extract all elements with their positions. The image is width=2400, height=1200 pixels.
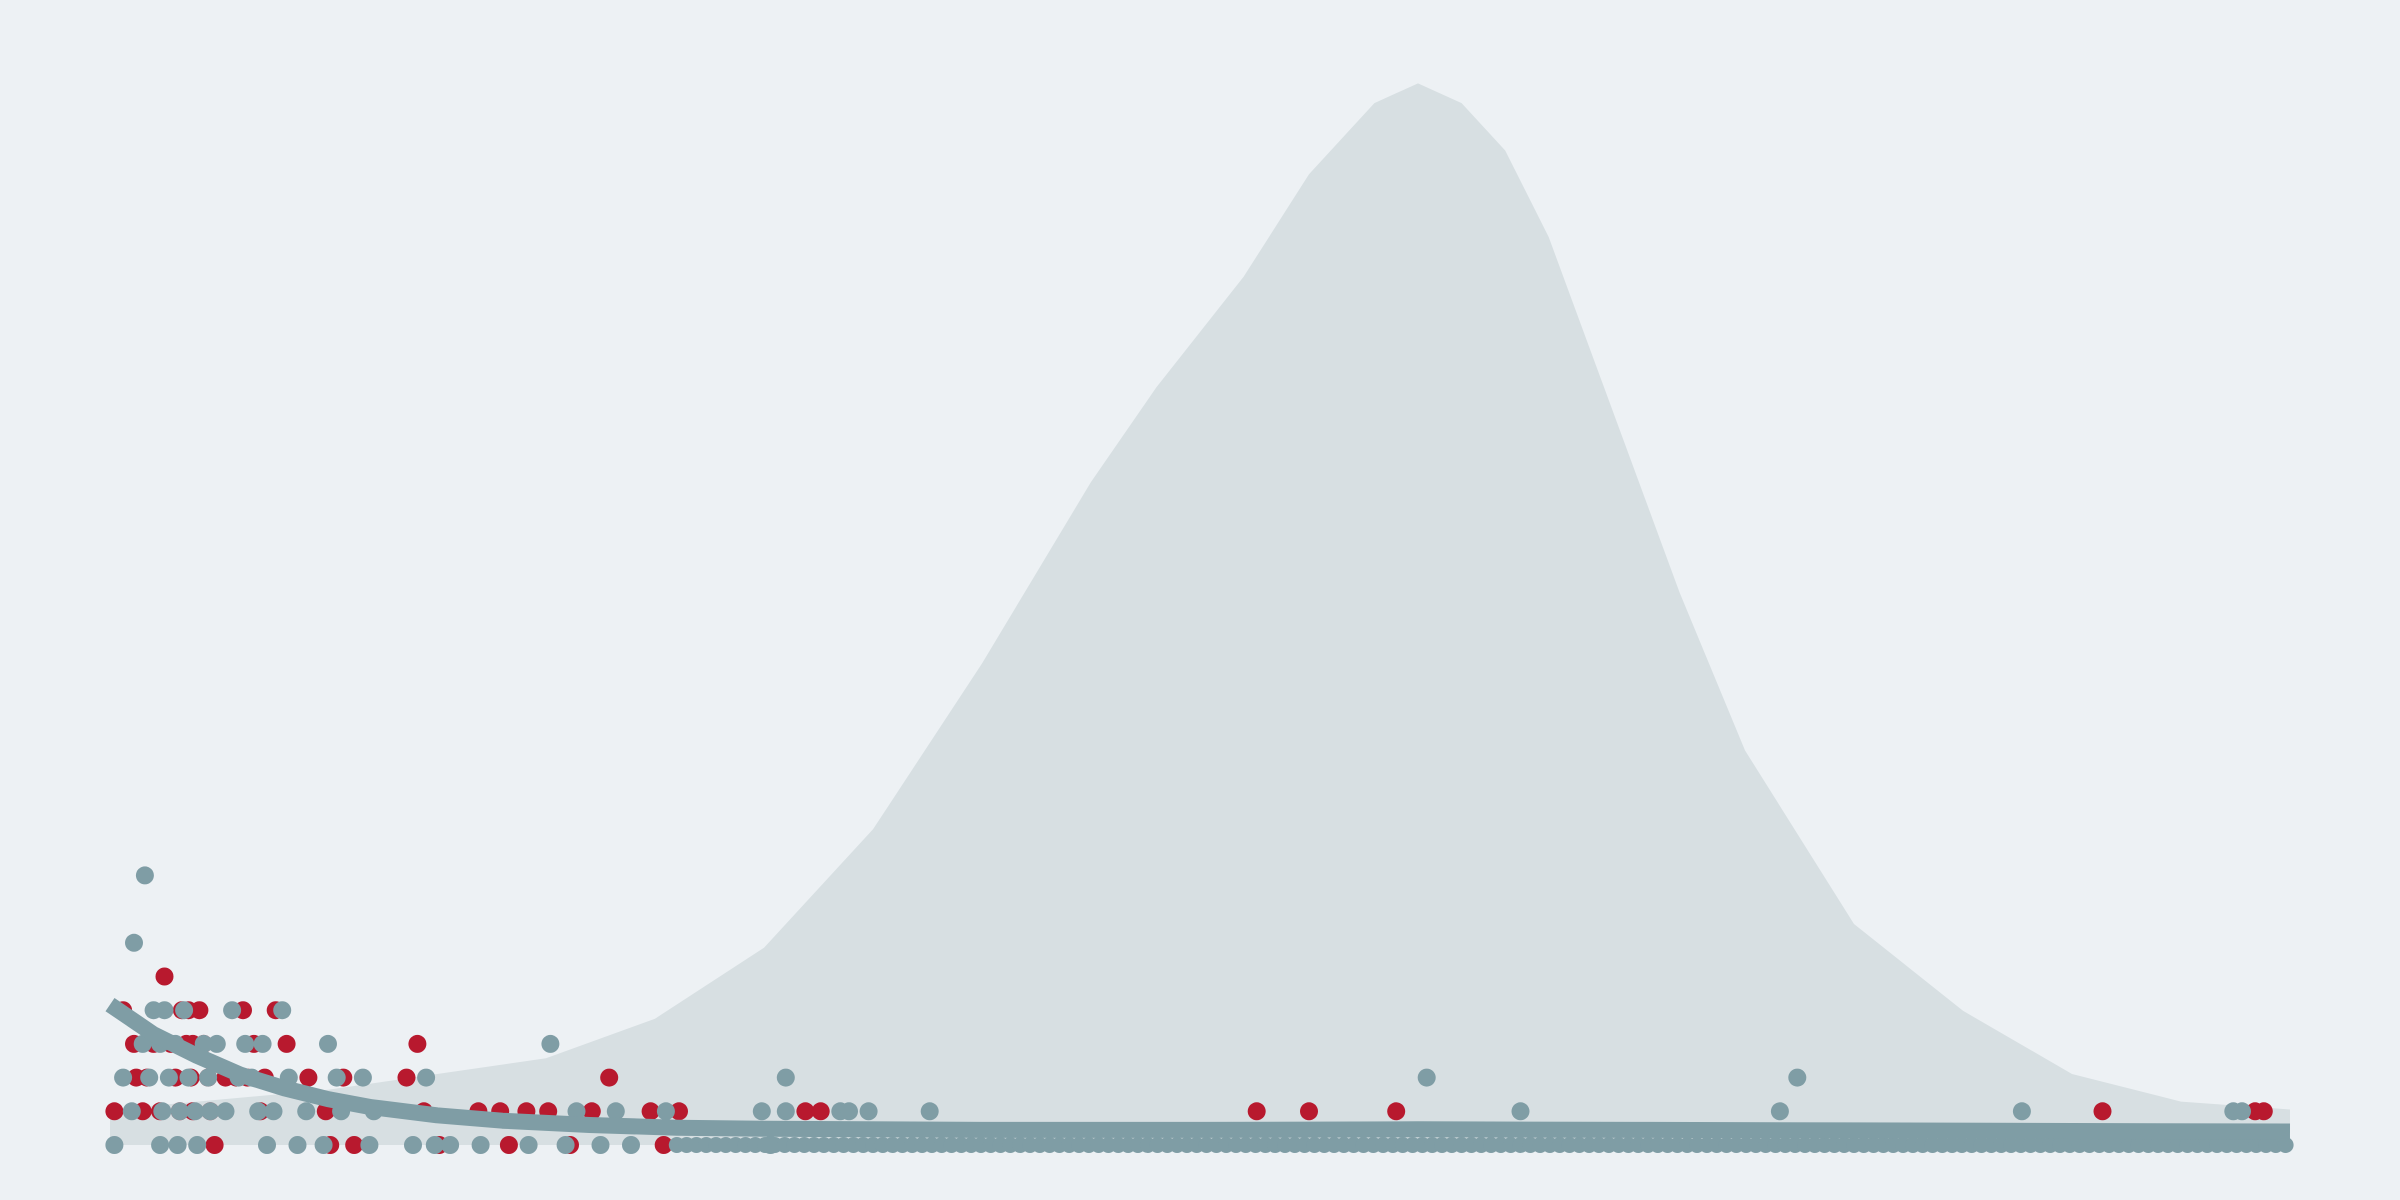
density-layer <box>110 83 2290 1145</box>
scatter-point-series-2 <box>1417 1068 1436 1087</box>
scatter-point-series-2 <box>140 1068 159 1087</box>
scatter-point-series-2 <box>556 1136 575 1154</box>
scatter-point-series-2 <box>125 933 143 952</box>
scatter-point-series-2 <box>591 1136 610 1154</box>
density-area <box>110 83 2290 1145</box>
scatter-point-series-1 <box>670 1102 688 1121</box>
scatter-point-series-1 <box>1387 1102 1406 1121</box>
scatter-point-series-1 <box>397 1068 416 1087</box>
scatter-point-series-1 <box>155 967 174 986</box>
scatter-point-series-1 <box>796 1102 815 1121</box>
scatter-point-series-2 <box>249 1102 268 1121</box>
scatter-point-series-2 <box>567 1102 586 1121</box>
scatter-point-series-2 <box>840 1102 858 1121</box>
scatter-point-series-2 <box>1511 1102 1530 1121</box>
scatter-point-series-2 <box>859 1102 878 1121</box>
scatter-point-series-2 <box>776 1102 795 1121</box>
scatter-point-series-2 <box>656 1102 675 1121</box>
scatter-point-series-1 <box>105 1102 124 1121</box>
scatter-point-series-2 <box>541 1034 560 1053</box>
scatter-point-series-2 <box>297 1102 316 1121</box>
scatter-point-series-2 <box>253 1034 272 1053</box>
scatter-point-series-2 <box>151 1136 170 1154</box>
trend-line <box>105 997 2291 1140</box>
scatter-point-series-1 <box>190 1001 209 1020</box>
scatter-point-series-2 <box>288 1136 307 1154</box>
scatter-point-series-2 <box>170 1102 189 1121</box>
scatter-point-series-2 <box>258 1136 276 1154</box>
scatter-point-series-2 <box>360 1136 379 1154</box>
scatter-point-series-2 <box>606 1102 625 1121</box>
scatter-point-series-1 <box>2254 1102 2273 1121</box>
scatter-point-series-2 <box>2012 1102 2031 1121</box>
scatter-point-series-2 <box>441 1136 460 1154</box>
scatter-point-series-1 <box>499 1136 518 1154</box>
scatter-point-series-2 <box>519 1136 538 1154</box>
scatter-point-series-2 <box>327 1068 346 1087</box>
scatter-point-series-2 <box>425 1136 444 1154</box>
scatter-point-series-2 <box>207 1034 226 1053</box>
scatter-point-series-1 <box>654 1136 673 1154</box>
trend-layer <box>105 997 2291 1140</box>
scatter-point-series-2 <box>135 866 154 885</box>
scatter-point-series-2 <box>175 1001 194 1020</box>
scatter-point-series-2 <box>622 1136 640 1154</box>
scatter-point-series-1 <box>277 1034 296 1053</box>
scatter-point-series-2 <box>216 1102 235 1121</box>
scatter-point-series-1 <box>345 1136 364 1154</box>
scatter-point-series-2 <box>199 1068 218 1087</box>
scatter-point-series-1 <box>600 1068 619 1087</box>
scatter-point-series-2 <box>179 1068 198 1087</box>
scatter-point-series-1 <box>582 1102 601 1121</box>
scatter-point-series-1 <box>1247 1102 1266 1121</box>
scatter-point-baseline <box>2277 1137 2294 1153</box>
scatter-point-series-2 <box>920 1102 939 1121</box>
scatter-point-series-2 <box>188 1136 207 1154</box>
scatter-point-series-2 <box>319 1034 337 1053</box>
scatter-point-series-2 <box>752 1102 771 1121</box>
scatter-point-series-2 <box>776 1068 795 1087</box>
scatter-point-series-2 <box>153 1102 172 1121</box>
scatter-point-series-2 <box>2233 1102 2251 1121</box>
scatter-point-series-1 <box>811 1102 830 1121</box>
scatter-point-series-1 <box>299 1068 318 1087</box>
scatter-point-series-2 <box>264 1102 283 1121</box>
scatter-point-series-2 <box>159 1068 178 1087</box>
scatter-point-series-1 <box>641 1102 660 1121</box>
scatter-point-series-2 <box>236 1034 255 1053</box>
scatter-point-series-1 <box>205 1136 224 1154</box>
scatter-point-series-2 <box>122 1102 141 1121</box>
scatter-point-series-2 <box>404 1136 422 1154</box>
scatter-point-series-2 <box>114 1068 133 1087</box>
scatter-point-series-2 <box>471 1136 490 1154</box>
scatter-point-series-2 <box>168 1136 187 1154</box>
scatter-point-series-2 <box>273 1001 292 1020</box>
scatter-point-series-2 <box>314 1136 333 1154</box>
scatter-point-series-2 <box>1788 1068 1807 1087</box>
scatter-point-series-2 <box>201 1102 220 1121</box>
scatter-point-series-1 <box>408 1034 427 1053</box>
scatter-point-series-1 <box>1300 1102 1318 1121</box>
scatter-point-series-2 <box>186 1102 204 1121</box>
scatter-point-series-2 <box>223 1001 242 1020</box>
scatter-point-series-1 <box>2093 1102 2112 1121</box>
scatter-point-series-2 <box>155 1001 174 1020</box>
scatter-point-series-2 <box>1770 1102 1789 1121</box>
scatter-point-series-2 <box>105 1136 124 1154</box>
scatter-point-series-2 <box>353 1068 372 1087</box>
scatter-point-series-2 <box>417 1068 436 1087</box>
